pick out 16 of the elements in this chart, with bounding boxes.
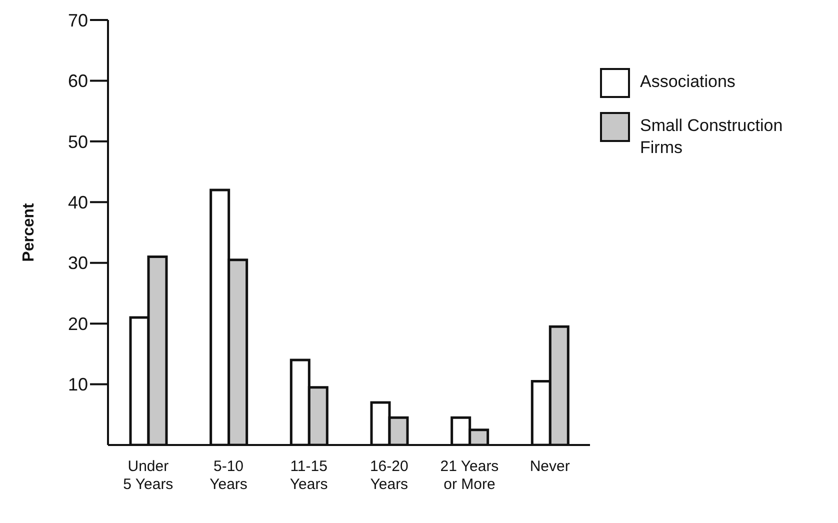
x-tick-label: 21 Years or More [440, 458, 499, 493]
y-axis-title: Percent [20, 202, 38, 262]
y-tick-label: 20 [68, 314, 88, 334]
legend-label: Small Construction Firms [640, 115, 784, 159]
y-tick-label: 10 [68, 374, 88, 395]
x-tick-label: 11-15 Years [290, 458, 328, 493]
x-tick-label: 16-20 Years [370, 458, 408, 493]
y-tick-label: 50 [68, 132, 88, 152]
y-tick-label: 60 [68, 71, 88, 92]
y-tick-label: 70 [68, 10, 88, 30]
legend-label: Associations [640, 71, 736, 93]
x-tick-label: Never [530, 458, 570, 475]
x-tick-label: Under 5 Years [123, 458, 174, 493]
y-tick-label: 40 [68, 192, 88, 213]
x-tick-label: 5-10 Years [210, 458, 248, 493]
y-tick-label: 30 [68, 253, 88, 274]
